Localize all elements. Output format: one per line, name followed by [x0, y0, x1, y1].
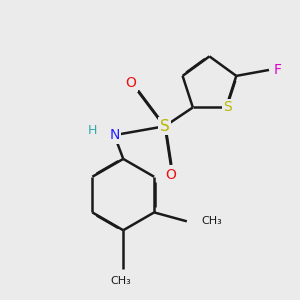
Text: S: S	[160, 119, 170, 134]
Text: F: F	[274, 63, 282, 77]
Text: S: S	[223, 100, 232, 115]
Text: H: H	[87, 124, 97, 137]
Text: O: O	[165, 168, 176, 182]
Text: N: N	[109, 128, 119, 142]
Text: CH₃: CH₃	[202, 216, 222, 226]
Text: O: O	[125, 76, 136, 90]
Text: CH₃: CH₃	[110, 276, 131, 286]
